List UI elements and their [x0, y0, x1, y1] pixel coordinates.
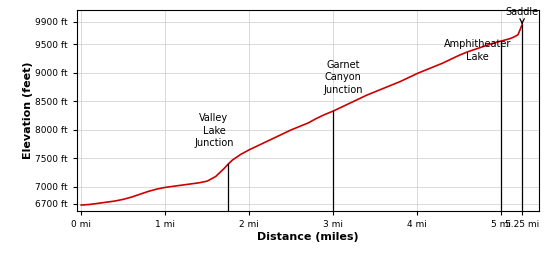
X-axis label: Distance (miles): Distance (miles)	[257, 232, 359, 242]
Y-axis label: Elevation (feet): Elevation (feet)	[23, 62, 32, 159]
Text: Saddle: Saddle	[505, 7, 538, 23]
Text: Garnet
Canyon
Junction: Garnet Canyon Junction	[323, 60, 363, 95]
Text: Amphitheater
Lake: Amphitheater Lake	[444, 39, 512, 61]
Text: Valley
Lake
Junction: Valley Lake Junction	[194, 113, 234, 148]
